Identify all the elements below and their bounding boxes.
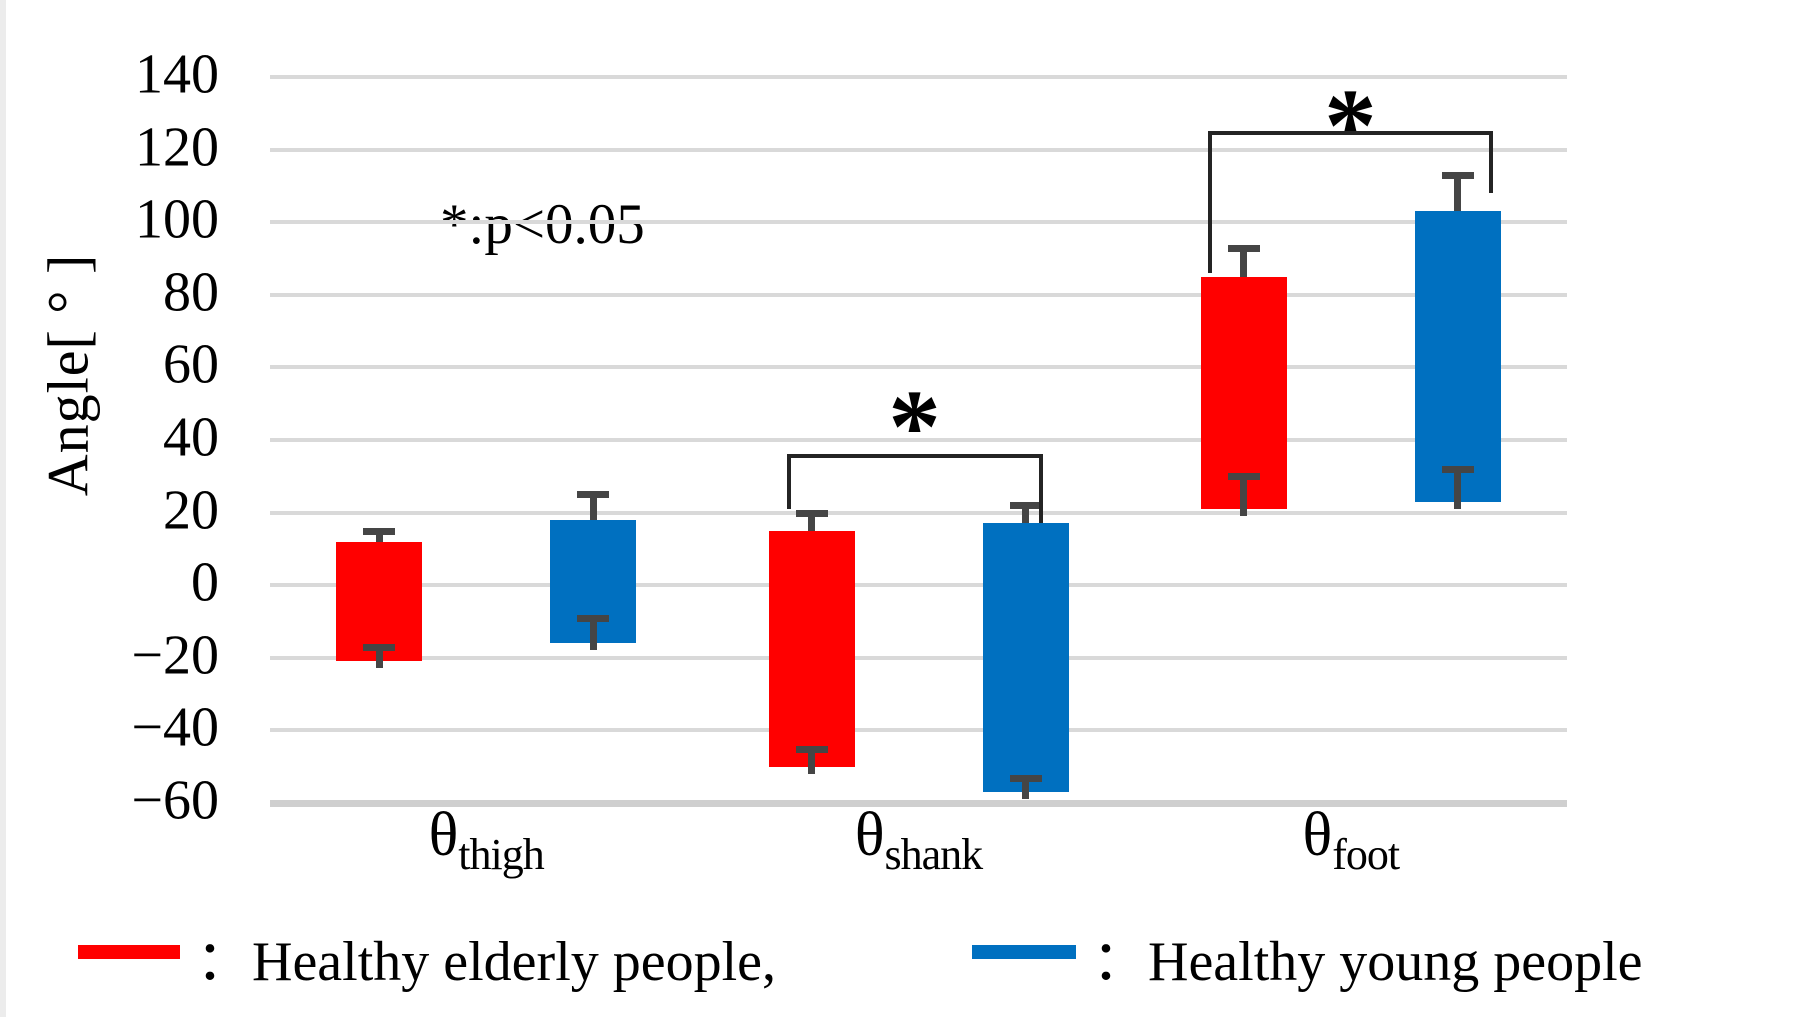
y-tick-120: 120 bbox=[135, 116, 219, 179]
gridline-60 bbox=[270, 365, 1567, 370]
sig-bracket-right-leg-foot bbox=[1488, 133, 1493, 194]
errorbar-bottom-stem-elderly-shank bbox=[808, 748, 815, 774]
errorbar-bottom-stem-elderly-foot bbox=[1240, 476, 1248, 516]
x-label-subscript-thigh: thigh bbox=[458, 830, 544, 879]
sig-bracket-left-leg-shank bbox=[786, 456, 791, 509]
sig-bracket-left-leg-foot bbox=[1207, 133, 1212, 273]
y-tick-20: 20 bbox=[163, 479, 219, 542]
y-tick-40: 40 bbox=[163, 406, 219, 469]
gridline-0 bbox=[270, 583, 1567, 588]
figure-left-border bbox=[0, 0, 6, 1017]
y-tick-0: 0 bbox=[191, 551, 219, 614]
errorbar-top-stem-young-foot bbox=[1454, 175, 1462, 212]
gridline-−60 bbox=[270, 799, 1567, 807]
y-tick-140: 140 bbox=[135, 43, 219, 106]
gridline-100 bbox=[270, 220, 1567, 225]
pvalue-annotation: *:p<0.05 bbox=[426, 192, 659, 257]
errorbar-bottom-cap-elderly-thigh bbox=[363, 643, 396, 651]
x-label-subscript-foot: foot bbox=[1332, 830, 1400, 879]
errorbar-top-cap-elderly-foot bbox=[1227, 244, 1260, 252]
gridline-140 bbox=[270, 75, 1567, 79]
errorbar-bottom-cap-young-shank bbox=[1009, 774, 1042, 782]
errorbar-top-stem-elderly-thigh bbox=[375, 530, 383, 542]
bar-elderly-shank bbox=[768, 530, 855, 767]
x-label-thigh: θthigh bbox=[428, 800, 545, 880]
sig-bracket-right-leg-shank bbox=[1038, 456, 1043, 524]
gridline-40 bbox=[270, 438, 1567, 442]
legend-swatch-elderly bbox=[78, 945, 180, 959]
x-label-subscript-shank: shank bbox=[884, 830, 984, 879]
legend-label-young: ：Healthy young people bbox=[1092, 931, 1643, 993]
y-tick-60: 60 bbox=[163, 333, 219, 396]
errorbar-bottom-stem-young-foot bbox=[1454, 469, 1462, 509]
y-tick-−40: −40 bbox=[131, 696, 219, 759]
gridline-−20 bbox=[270, 655, 1567, 660]
sig-bracket-bar-shank bbox=[786, 454, 1043, 459]
errorbar-bottom-stem-young-thigh bbox=[589, 617, 597, 651]
y-tick-−60: −60 bbox=[131, 769, 219, 832]
errorbar-top-stem-elderly-shank bbox=[808, 512, 815, 531]
bar-elderly-foot bbox=[1200, 276, 1287, 509]
bar-young-shank bbox=[982, 523, 1069, 793]
sig-star-foot: * bbox=[1324, 66, 1377, 184]
x-label-symbol-thigh: θ bbox=[428, 801, 459, 869]
y-tick-80: 80 bbox=[163, 261, 219, 324]
y-tick-100: 100 bbox=[135, 188, 219, 251]
gridline-−40 bbox=[270, 728, 1567, 733]
errorbar-top-cap-young-foot bbox=[1441, 172, 1474, 179]
sig-bracket-bar-foot bbox=[1207, 131, 1493, 136]
errorbar-top-cap-young-thigh bbox=[577, 491, 610, 499]
bar-elderly-thigh bbox=[336, 541, 423, 662]
errorbar-top-stem-young-thigh bbox=[589, 494, 597, 520]
errorbar-bottom-cap-elderly-foot bbox=[1227, 473, 1260, 481]
x-label-symbol-shank: θ bbox=[854, 801, 885, 869]
errorbar-bottom-stem-elderly-thigh bbox=[375, 646, 383, 669]
errorbar-top-cap-elderly-shank bbox=[795, 509, 828, 517]
bar-young-foot bbox=[1414, 211, 1501, 502]
x-label-foot: θfoot bbox=[1302, 800, 1401, 880]
x-label-symbol-foot: θ bbox=[1302, 801, 1333, 869]
sig-star-shank: * bbox=[888, 367, 941, 485]
errorbar-top-cap-elderly-thigh bbox=[363, 527, 396, 535]
y-tick-−20: −20 bbox=[131, 624, 219, 687]
errorbar-bottom-stem-young-shank bbox=[1022, 777, 1029, 800]
x-label-shank: θshank bbox=[854, 800, 984, 880]
errorbar-top-cap-young-shank bbox=[1009, 502, 1042, 510]
legend-label-elderly: ：Healthy elderly people, bbox=[196, 931, 777, 993]
errorbar-bottom-cap-elderly-shank bbox=[795, 745, 828, 753]
errorbar-bottom-cap-young-thigh bbox=[577, 614, 610, 622]
gridline-80 bbox=[270, 292, 1567, 297]
errorbar-top-stem-elderly-foot bbox=[1240, 247, 1248, 277]
gridline-120 bbox=[270, 147, 1567, 152]
legend-swatch-young bbox=[972, 945, 1076, 959]
gridline-20 bbox=[270, 510, 1567, 515]
errorbar-bottom-cap-young-foot bbox=[1441, 466, 1474, 474]
errorbar-top-stem-young-shank bbox=[1022, 505, 1029, 524]
